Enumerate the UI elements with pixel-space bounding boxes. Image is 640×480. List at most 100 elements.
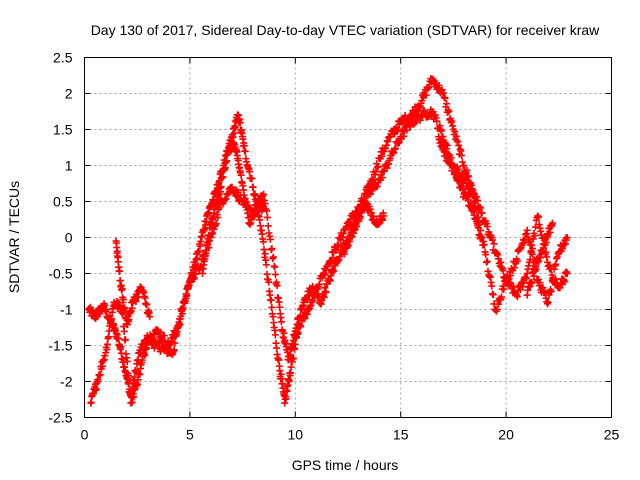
data-point <box>438 137 446 145</box>
data-point <box>563 234 571 241</box>
y-tick-label: 1.5 <box>53 122 73 138</box>
data-point <box>490 240 498 248</box>
data-point <box>179 304 187 312</box>
data-point <box>271 331 279 339</box>
data-point <box>483 257 491 265</box>
data-point <box>289 355 297 363</box>
data-point <box>499 267 507 275</box>
data-point <box>124 321 132 329</box>
data-point <box>563 270 571 277</box>
data-point <box>119 309 127 317</box>
data-point <box>213 203 221 211</box>
data-point <box>513 293 521 301</box>
data-point <box>125 316 133 324</box>
data-point <box>561 240 569 248</box>
data-point <box>130 373 138 381</box>
data-point <box>264 222 272 230</box>
x-tick-label: 10 <box>288 427 304 443</box>
data-point <box>455 176 463 184</box>
data-point <box>380 212 388 220</box>
data-point <box>366 205 374 213</box>
data-point <box>469 191 477 199</box>
data-point <box>236 119 244 127</box>
data-point <box>513 257 521 265</box>
data-point <box>134 376 142 384</box>
data-point <box>374 163 382 171</box>
data-point <box>450 162 458 170</box>
data-point <box>391 144 399 152</box>
data-point <box>202 249 210 257</box>
data-point <box>260 205 268 213</box>
data-point <box>378 152 386 160</box>
data-point <box>422 91 430 99</box>
data-point <box>544 298 552 306</box>
data-point <box>489 291 497 299</box>
data-point <box>192 270 200 278</box>
y-tick-label: -0.5 <box>48 266 72 282</box>
data-point <box>523 226 531 234</box>
data-point <box>115 335 123 343</box>
data-point <box>441 94 449 102</box>
data-point <box>320 293 328 301</box>
data-point <box>320 271 328 279</box>
data-point <box>284 381 292 389</box>
data-point <box>125 377 133 385</box>
data-point <box>230 129 238 137</box>
data-point <box>336 253 344 261</box>
x-axis-label: GPS time / hours <box>292 457 399 473</box>
data-point <box>482 251 490 259</box>
data-point <box>539 247 547 255</box>
data-point <box>483 223 491 231</box>
data-point <box>534 213 542 221</box>
data-point <box>237 171 245 179</box>
data-point <box>121 304 129 312</box>
data-point <box>116 277 124 285</box>
data-point <box>379 174 387 182</box>
data-point <box>231 124 239 132</box>
data-point <box>379 216 387 224</box>
data-point <box>103 340 111 348</box>
data-point <box>276 367 284 375</box>
data-point <box>285 377 293 385</box>
data-point <box>246 168 254 176</box>
data-point <box>277 318 285 326</box>
data-point <box>267 296 275 304</box>
y-tick-label: 2 <box>65 86 73 102</box>
data-point <box>170 346 178 354</box>
data-point <box>280 329 288 337</box>
data-point <box>205 232 213 240</box>
data-point <box>489 236 497 244</box>
y-tick-label: 0.5 <box>53 194 73 210</box>
data-point <box>117 343 125 351</box>
data-point <box>289 336 297 344</box>
data-point <box>141 351 149 359</box>
data-point <box>211 209 219 217</box>
data-point <box>500 285 508 293</box>
data-point <box>239 135 247 143</box>
x-tick-label: 0 <box>81 427 89 443</box>
data-point <box>268 245 276 253</box>
data-point <box>87 398 95 406</box>
data-point <box>330 267 338 275</box>
data-point <box>503 279 511 287</box>
data-point <box>455 141 463 149</box>
y-tick-label: -1.5 <box>48 338 72 354</box>
data-point <box>268 303 276 311</box>
data-point <box>528 250 536 258</box>
data-point <box>195 247 203 255</box>
y-tick-label: -2 <box>60 374 73 390</box>
data-point <box>368 209 376 217</box>
data-point <box>334 242 342 250</box>
data-points <box>85 75 571 407</box>
data-point <box>498 293 506 301</box>
y-tick-label: -1 <box>60 302 73 318</box>
data-point <box>260 245 268 253</box>
data-point <box>528 279 536 287</box>
data-point <box>223 157 231 165</box>
data-point <box>465 183 473 191</box>
data-point <box>262 261 270 269</box>
data-point <box>403 126 411 134</box>
data-point <box>536 254 544 262</box>
data-point <box>200 225 208 233</box>
